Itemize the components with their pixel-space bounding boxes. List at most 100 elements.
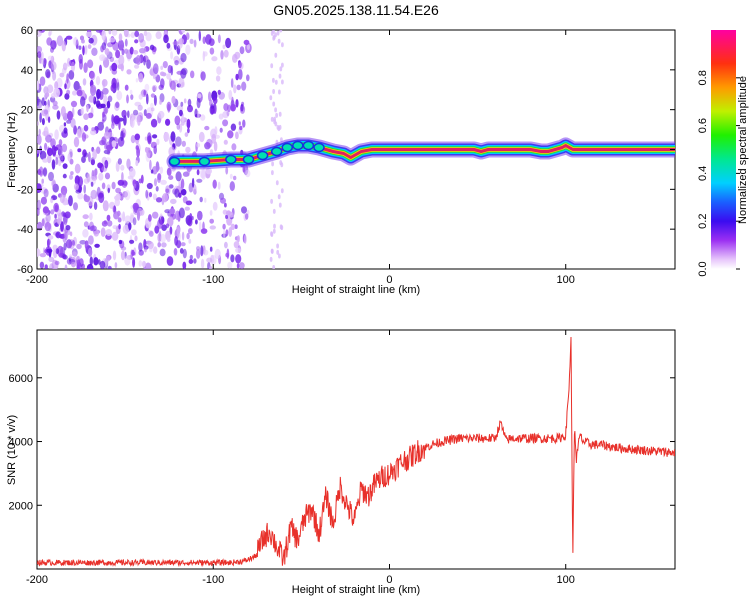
noise-blob: [101, 220, 108, 227]
noise-blob: [136, 210, 141, 221]
noise-blob: [160, 65, 164, 71]
noise-blob: [200, 71, 206, 81]
noise-blob: [278, 253, 281, 259]
noise-blob: [190, 70, 195, 79]
noise-blob: [77, 148, 82, 153]
noise-blob: [52, 71, 57, 81]
noise-blob: [100, 103, 106, 109]
colorbar-tick-label: 0.4: [697, 166, 709, 181]
noise-blob: [212, 97, 218, 105]
noise-blob: [50, 61, 57, 71]
noise-blob: [177, 39, 183, 49]
noise-blob: [204, 197, 207, 203]
noise-blob: [178, 109, 183, 117]
noise-blob: [83, 124, 89, 132]
noise-blob: [167, 65, 173, 74]
noise-blob: [67, 153, 71, 162]
noise-blob: [76, 243, 82, 250]
noise-blob: [196, 169, 200, 176]
noise-blob: [170, 51, 174, 60]
noise-blob: [169, 208, 176, 215]
noise-blob: [126, 94, 129, 104]
noise-blob: [111, 62, 118, 72]
noise-blob: [62, 62, 68, 71]
noise-blob: [197, 110, 200, 119]
noise-blob: [121, 109, 127, 118]
noise-blob: [170, 198, 177, 205]
noise-blob: [81, 132, 87, 142]
noise-blob: [153, 145, 157, 155]
noise-blob: [212, 179, 217, 189]
noise-blob: [181, 231, 185, 241]
noise-blob: [151, 84, 158, 92]
noise-blob: [178, 180, 182, 188]
noise-blob: [111, 77, 117, 89]
noise-blob: [238, 68, 243, 80]
noise-blob: [216, 66, 222, 75]
noise-blob: [124, 84, 129, 91]
noise-blob: [91, 47, 98, 56]
noise-blob: [211, 56, 218, 62]
noise-blob: [115, 101, 120, 109]
noise-blob: [242, 119, 246, 128]
noise-blob: [138, 72, 144, 83]
noise-blob: [235, 131, 239, 140]
noise-blob: [40, 51, 44, 61]
noise-blob: [88, 37, 94, 44]
noise-blob: [53, 202, 60, 213]
noise-blob: [101, 79, 108, 87]
noise-blob: [202, 36, 206, 44]
noise-blob: [153, 95, 157, 106]
noise-blob: [98, 192, 104, 199]
noise-blob: [225, 166, 229, 175]
noise-blob: [180, 68, 187, 79]
noise-blob: [51, 159, 56, 170]
noise-blob: [180, 101, 184, 107]
y-tick-label: 0: [27, 145, 33, 157]
noise-blob: [99, 54, 106, 62]
ridge-blob: [256, 150, 269, 161]
noise-blob: [71, 251, 77, 257]
noise-blob: [145, 189, 149, 199]
noise-blob: [114, 262, 118, 269]
noise-blob: [134, 101, 142, 107]
noise-blob: [95, 30, 103, 33]
ridge-blob: [270, 146, 283, 157]
ridge-blob: [242, 154, 255, 165]
noise-blob: [162, 193, 169, 203]
noise-blob: [106, 100, 111, 109]
noise-blob: [147, 132, 152, 143]
noise-blob: [56, 110, 61, 120]
noise-blob: [185, 146, 191, 154]
noise-blob: [233, 241, 240, 249]
noise-blob: [120, 250, 126, 261]
noise-blob: [102, 200, 109, 212]
noise-blob: [44, 142, 48, 151]
noise-blob: [166, 237, 171, 242]
y-tick-label: 20: [21, 105, 33, 117]
noise-blob: [106, 220, 113, 227]
noise-blob: [165, 223, 170, 229]
noise-blob: [111, 30, 118, 36]
noise-blob: [118, 54, 125, 66]
x-tick-label: -100: [202, 574, 224, 586]
noise-blob: [90, 225, 97, 232]
noise-blob: [182, 248, 187, 259]
noise-blob: [40, 196, 48, 205]
noise-blob: [202, 50, 205, 62]
noise-blob: [121, 48, 125, 56]
spectrogram-content: [37, 30, 675, 269]
noise-blob: [82, 229, 89, 238]
noise-blob: [217, 181, 221, 190]
noise-blob: [175, 136, 182, 147]
colorbar-gradient: [711, 30, 736, 269]
noise-blob: [55, 157, 59, 165]
noise-blob: [233, 175, 237, 181]
noise-blob: [217, 89, 221, 95]
noise-blob: [124, 215, 132, 224]
noise-blob: [211, 133, 217, 144]
noise-blob: [137, 115, 141, 126]
noise-blob: [47, 235, 54, 240]
noise-blob: [83, 113, 89, 120]
noise-blob: [130, 214, 135, 223]
